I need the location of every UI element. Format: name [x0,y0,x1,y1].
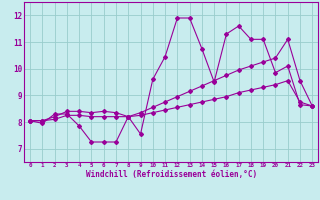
X-axis label: Windchill (Refroidissement éolien,°C): Windchill (Refroidissement éolien,°C) [86,170,257,179]
